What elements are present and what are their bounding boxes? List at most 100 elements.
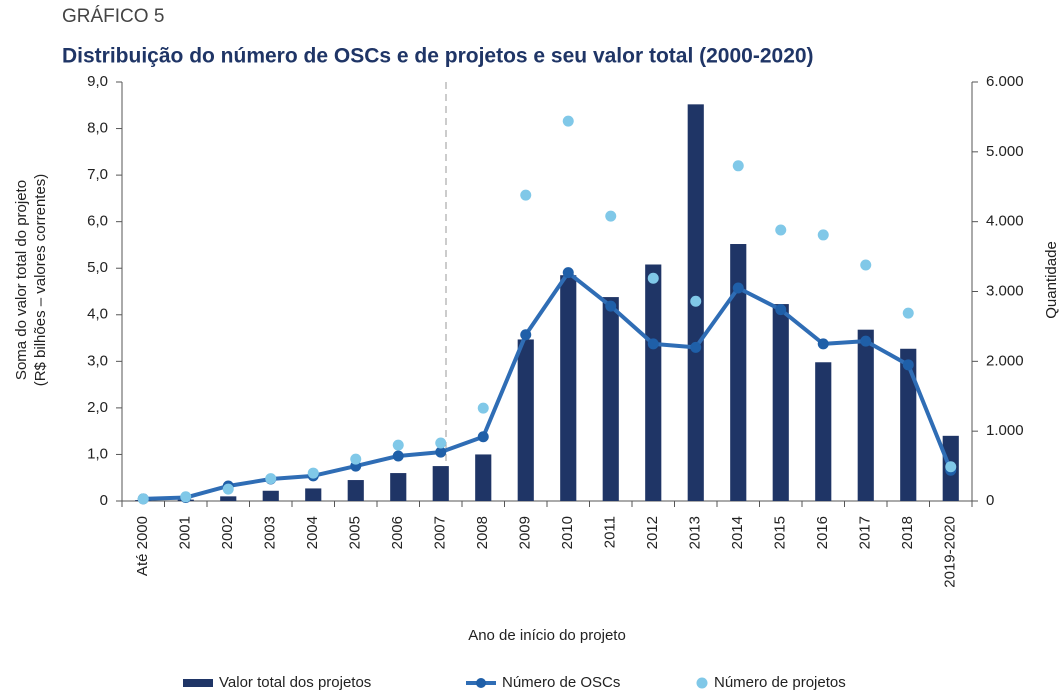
x-tick-label: 2010 — [559, 516, 576, 549]
x-tick-label: 2017 — [857, 516, 874, 549]
bar — [475, 454, 492, 501]
bar — [347, 480, 364, 501]
bar — [305, 488, 322, 501]
line-point — [605, 300, 617, 312]
line-point — [775, 304, 787, 316]
bar — [517, 339, 534, 501]
bar — [645, 264, 662, 501]
y-axis-label: Soma do valor total do projeto — [13, 180, 30, 380]
y-tick-label: 7,0 — [87, 166, 108, 183]
bar — [220, 496, 237, 501]
scatter-point — [690, 295, 702, 307]
line-point — [647, 338, 659, 350]
x-tick-label: 2012 — [644, 516, 661, 549]
scatter-point — [605, 210, 617, 222]
legend-label: Número de projetos — [714, 674, 846, 691]
line-point — [690, 341, 702, 353]
x-axis-label: Ano de início do projeto — [468, 627, 626, 644]
x-tick-label: 2006 — [389, 516, 406, 549]
line-point — [392, 450, 404, 462]
scatter-point — [180, 491, 192, 503]
y-tick-label: 2,0 — [87, 399, 108, 416]
legend-swatch — [696, 677, 708, 689]
x-tick-label: 2002 — [219, 516, 236, 549]
x-tick-label: 2014 — [729, 516, 746, 549]
y2-tick-label: 1.000 — [986, 422, 1024, 439]
y-tick-label: 8,0 — [87, 120, 108, 137]
x-tick-label: 2016 — [814, 516, 831, 549]
scatter-point — [222, 483, 234, 495]
y2-tick-label: 3.000 — [986, 282, 1024, 299]
scatter-point — [477, 402, 489, 414]
y-tick-label: 6,0 — [87, 213, 108, 230]
x-tick-label: 2001 — [177, 516, 194, 549]
chart-title: Distribuição do número de OSCs e de proj… — [62, 45, 814, 68]
y2-tick-label: 0 — [986, 492, 994, 509]
chart-kicker: GRÁFICO 5 — [62, 6, 164, 27]
scatter-point — [392, 439, 404, 451]
scatter-point — [307, 467, 319, 479]
x-tick-label: 2008 — [474, 516, 491, 549]
line-point — [520, 329, 532, 341]
line-point — [902, 359, 914, 371]
bar — [730, 244, 747, 501]
bar — [602, 297, 619, 501]
line — [143, 270, 953, 501]
y2-tick-label: 6.000 — [986, 73, 1024, 90]
scatter-point — [520, 189, 532, 201]
scatter-point — [775, 224, 787, 236]
bar — [900, 348, 917, 501]
x-tick-label: 2009 — [517, 516, 534, 549]
x-tick-label: 2005 — [347, 516, 364, 549]
y-tick-label: 9,0 — [87, 73, 108, 90]
x-tick-label: 2018 — [899, 516, 916, 549]
y2-tick-label: 4.000 — [986, 213, 1024, 230]
legend-swatch — [476, 678, 486, 688]
line-point — [732, 282, 744, 294]
legend-swatch — [183, 679, 213, 687]
scatter-point — [817, 229, 829, 241]
scatter-point — [945, 461, 957, 473]
line-point — [817, 338, 829, 350]
scatter-point — [860, 259, 872, 271]
x-tick-label: 2007 — [432, 516, 449, 549]
y-tick-label: 1,0 — [87, 445, 108, 462]
x-tick-label: 2004 — [304, 516, 321, 549]
x-tick-label: 2003 — [262, 516, 279, 549]
bar — [560, 275, 577, 501]
bar — [772, 304, 789, 501]
x-tick-label: 2019-2020 — [942, 516, 959, 588]
y-tick-label: 3,0 — [87, 352, 108, 369]
y-axis-label: (R$ bilhões – valores correntes) — [32, 174, 49, 387]
scatter-point — [902, 307, 914, 319]
bar — [390, 473, 407, 501]
y-tick-label: 4,0 — [87, 306, 108, 323]
line-point — [477, 431, 489, 443]
x-tick-label: 2013 — [687, 516, 704, 549]
scatter-point — [137, 493, 149, 505]
y2-tick-label: 2.000 — [986, 352, 1024, 369]
scatter-point — [562, 115, 574, 127]
x-tick-label: Até 2000 — [134, 516, 151, 576]
bar — [432, 466, 449, 501]
y2-tick-label: 5.000 — [986, 143, 1024, 160]
scatter-point — [265, 473, 277, 485]
scatter-point — [647, 272, 659, 284]
line-point — [435, 446, 447, 458]
legend-label: Número de OSCs — [502, 674, 620, 691]
y-tick-label: 0 — [100, 492, 108, 509]
bar — [815, 362, 832, 501]
legend-label: Valor total dos projetos — [219, 674, 371, 691]
y2-axis-label: Quantidade — [1043, 241, 1060, 319]
x-tick-label: 2011 — [602, 516, 619, 548]
y-tick-label: 5,0 — [87, 259, 108, 276]
scatter-point — [350, 453, 362, 465]
scatter-point — [435, 437, 447, 449]
x-tick-label: 2015 — [772, 516, 789, 549]
scatter-point — [732, 160, 744, 172]
line-point — [562, 267, 574, 279]
bar — [857, 329, 874, 501]
line-point — [860, 335, 872, 347]
bar — [262, 490, 279, 501]
